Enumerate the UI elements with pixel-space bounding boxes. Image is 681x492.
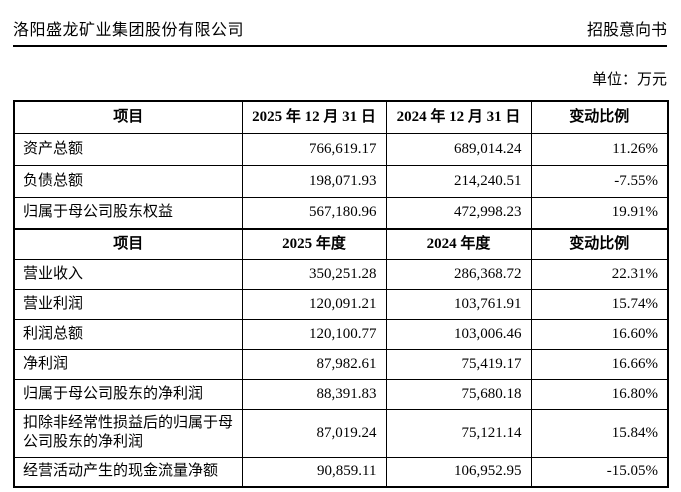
table-row-total-profit: 利润总额 120,100.77 103,006.46 16.60% <box>13 318 669 350</box>
value-2025: 766,619.17 <box>241 132 387 166</box>
value-2025: 90,859.11 <box>241 456 387 488</box>
row-item-label: 利润总额 <box>13 318 243 350</box>
col-header-change: 变动比例 <box>530 100 669 134</box>
table-row-operating-cash-flow: 经营活动产生的现金流量净额 90,859.11 106,952.95 -15.0… <box>13 456 669 488</box>
change-ratio: 11.26% <box>530 132 669 166</box>
table-row-parent-equity: 归属于母公司股东权益 567,180.96 472,998.23 19.91% <box>13 196 669 230</box>
change-ratio: 22.31% <box>530 258 669 290</box>
value-2024: 75,680.18 <box>385 378 532 410</box>
row-item-label: 归属于母公司股东的净利润 <box>13 378 243 410</box>
value-2024: 106,952.95 <box>385 456 532 488</box>
table-row-total-liabilities: 负债总额 198,071.93 214,240.51 -7.55% <box>13 164 669 198</box>
table-row-parent-net-profit: 归属于母公司股东的净利润 88,391.83 75,680.18 16.80% <box>13 378 669 410</box>
financial-summary-table: 项目 2025 年 12 月 31 日 2024 年 12 月 31 日 变动比… <box>13 100 669 488</box>
value-2024: 286,368.72 <box>385 258 532 290</box>
value-2024: 75,419.17 <box>385 348 532 380</box>
change-ratio: 16.80% <box>530 378 669 410</box>
value-2025: 198,071.93 <box>241 164 387 198</box>
change-ratio: 15.84% <box>530 408 669 458</box>
col-header-2024-period: 2024 年度 <box>385 228 532 260</box>
value-2024: 103,006.46 <box>385 318 532 350</box>
row-item-label: 负债总额 <box>13 164 243 198</box>
table-row-net-profit-excl-nonrecurring: 扣除非经常性损益后的归属于母公司股东的净利润 87,019.24 75,121.… <box>13 408 669 458</box>
document-type-label: 招股意向书 <box>586 22 667 39</box>
value-2025: 567,180.96 <box>241 196 387 230</box>
table-row-operating-revenue: 营业收入 350,251.28 286,368.72 22.31% <box>13 258 669 290</box>
value-2024: 689,014.24 <box>385 132 532 166</box>
value-2024: 103,761.91 <box>385 288 532 320</box>
row-item-label: 营业收入 <box>13 258 243 290</box>
table-row-total-assets: 资产总额 766,619.17 689,014.24 11.26% <box>13 132 669 166</box>
change-ratio: 16.66% <box>530 348 669 380</box>
row-item-label: 资产总额 <box>13 132 243 166</box>
change-ratio: -7.55% <box>530 164 669 198</box>
value-2024: 75,121.14 <box>385 408 532 458</box>
value-2025: 120,100.77 <box>241 318 387 350</box>
col-header-2024-date: 2024 年 12 月 31 日 <box>385 100 532 134</box>
change-ratio: 16.60% <box>530 318 669 350</box>
income-header-row: 项目 2025 年度 2024 年度 变动比例 <box>13 228 669 260</box>
value-2025: 350,251.28 <box>241 258 387 290</box>
value-2024: 214,240.51 <box>385 164 532 198</box>
company-name: 洛阳盛龙矿业集团股份有限公司 <box>13 22 245 39</box>
col-header-2025-date: 2025 年 12 月 31 日 <box>241 100 387 134</box>
row-item-label: 经营活动产生的现金流量净额 <box>13 456 243 488</box>
table-row-operating-profit: 营业利润 120,091.21 103,761.91 15.74% <box>13 288 669 320</box>
row-item-label: 净利润 <box>13 348 243 380</box>
unit-label: 单位：万元 <box>591 72 667 88</box>
col-header-2025-period: 2025 年度 <box>241 228 387 260</box>
row-item-label: 扣除非经常性损益后的归属于母公司股东的净利润 <box>13 408 243 458</box>
table-row-net-profit: 净利润 87,982.61 75,419.17 16.66% <box>13 348 669 380</box>
change-ratio: -15.05% <box>530 456 669 488</box>
value-2025: 87,019.24 <box>241 408 387 458</box>
row-item-label: 归属于母公司股东权益 <box>13 196 243 230</box>
col-header-change: 变动比例 <box>530 228 669 260</box>
page-header: 洛阳盛龙矿业集团股份有限公司 招股意向书 <box>13 16 667 47</box>
row-item-label: 营业利润 <box>13 288 243 320</box>
change-ratio: 15.74% <box>530 288 669 320</box>
value-2025: 120,091.21 <box>241 288 387 320</box>
value-2025: 88,391.83 <box>241 378 387 410</box>
col-header-item: 项目 <box>13 228 243 260</box>
value-2025: 87,982.61 <box>241 348 387 380</box>
value-2024: 472,998.23 <box>385 196 532 230</box>
change-ratio: 19.91% <box>530 196 669 230</box>
balance-header-row: 项目 2025 年 12 月 31 日 2024 年 12 月 31 日 变动比… <box>13 100 669 134</box>
col-header-item: 项目 <box>13 100 243 134</box>
